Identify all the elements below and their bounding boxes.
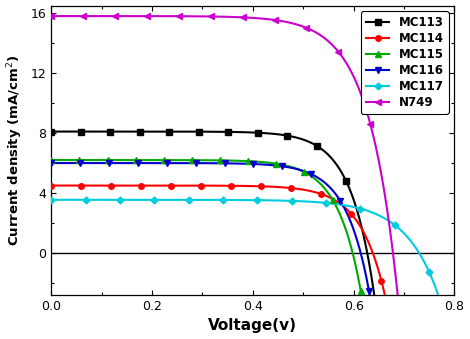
Y-axis label: Current density (mA/cm$^{2}$): Current density (mA/cm$^{2}$) [6, 55, 25, 246]
X-axis label: Voltage(v): Voltage(v) [208, 318, 298, 334]
Legend: MC113, MC114, MC115, MC116, MC117, N749: MC113, MC114, MC115, MC116, MC117, N749 [361, 12, 448, 114]
